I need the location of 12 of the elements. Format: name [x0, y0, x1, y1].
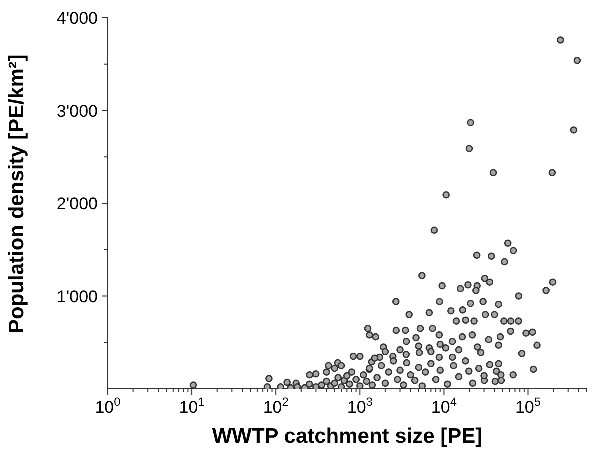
x-tick-label: 10$^{0}$: [95, 395, 122, 417]
x-tick-label: 10$^{2}$: [263, 395, 290, 417]
x-tick-label: 10$^{5}$: [515, 395, 542, 417]
y-tick-label: 3'000: [56, 102, 98, 121]
y-tick-label: 4'000: [56, 9, 98, 28]
x-tick-label: 10$^{3}$: [347, 395, 374, 417]
x-axis-title: WWTP catchment size [PE]: [212, 425, 483, 448]
x-tick-label: 10$^{1}$: [179, 395, 206, 417]
x-tick-label: 10$^{4}$: [431, 395, 458, 417]
y-axis-title: Population density [PE/km²]: [5, 54, 28, 334]
y-tick-label: 2'000: [56, 194, 98, 214]
y-tick-label: 1'000: [56, 287, 98, 306]
